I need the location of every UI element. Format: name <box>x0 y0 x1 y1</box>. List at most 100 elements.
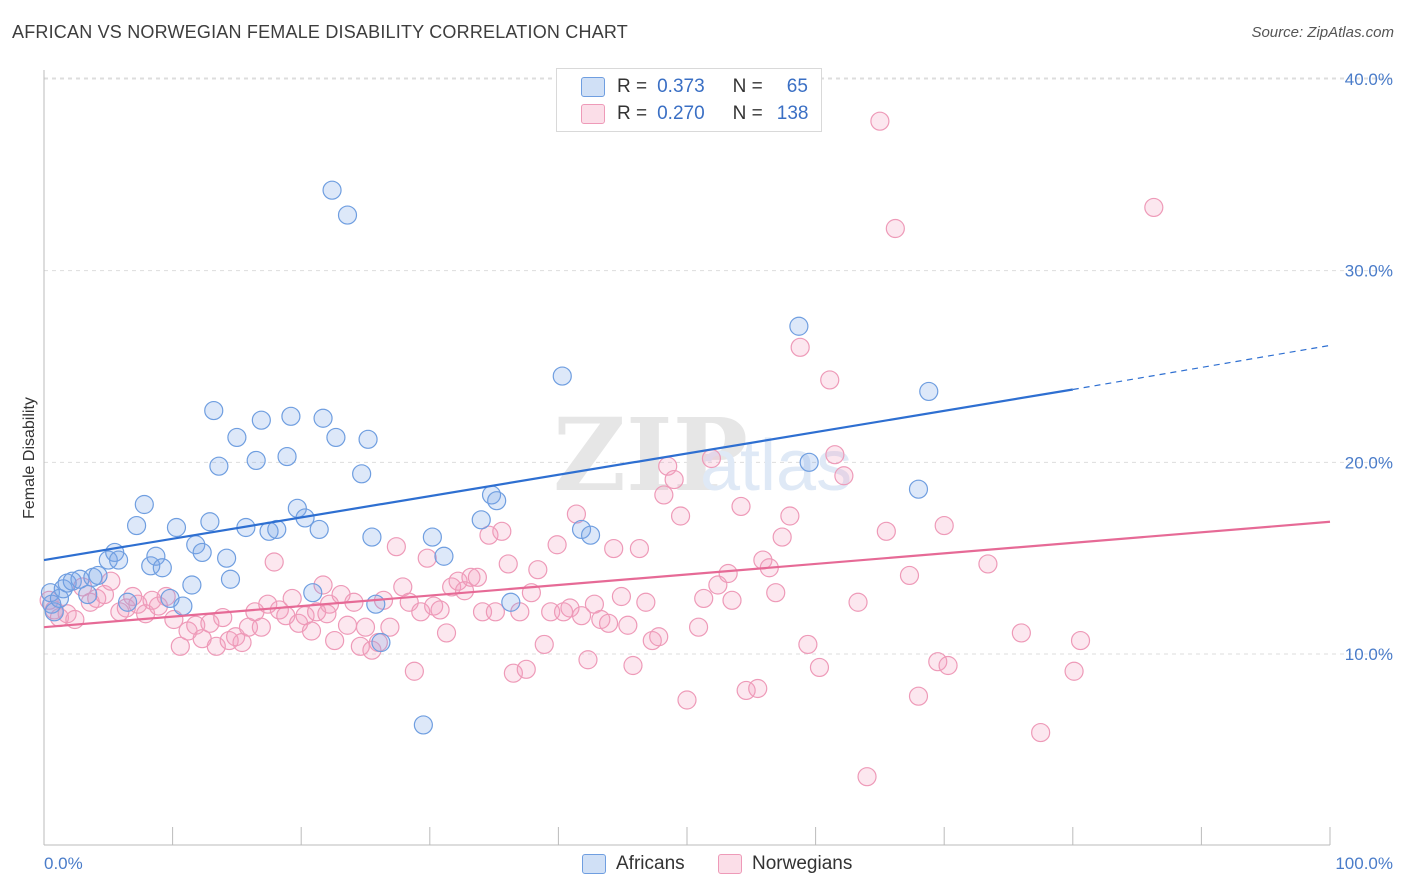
africans-point <box>789 316 809 336</box>
norwegians-point <box>534 634 554 655</box>
norwegians-point <box>772 527 792 547</box>
norwegians-point <box>1144 197 1164 218</box>
y-tick-label: 20.0% <box>1345 453 1393 472</box>
norwegians-point <box>264 552 284 572</box>
bottom-legend-norwegians: Norwegians <box>718 852 852 876</box>
norwegians-point <box>1011 623 1031 643</box>
africans-point <box>166 517 187 538</box>
africans-point <box>217 548 237 568</box>
africans-point <box>580 525 601 545</box>
africans-point <box>487 491 507 511</box>
africans-point <box>358 429 378 449</box>
africans-point <box>146 546 166 566</box>
africans-point <box>471 510 491 530</box>
africans-point <box>49 588 70 609</box>
africans-point <box>281 406 301 426</box>
africans-point <box>422 527 442 547</box>
norwegians-label: Norwegians <box>752 853 853 874</box>
norwegians-point <box>282 588 302 609</box>
africans-point <box>303 583 323 603</box>
africans-point <box>362 527 382 547</box>
africans-point <box>552 366 572 386</box>
norwegians-point <box>780 506 800 526</box>
y-tick-label: 30.0% <box>1345 262 1393 281</box>
africans-trend-line <box>43 388 1073 562</box>
norwegians-point <box>380 617 400 637</box>
norwegians-point <box>164 609 184 630</box>
stats-legend: R = 0.373 N = 65 R = 0.270 N = 138 <box>556 68 822 132</box>
norwegians-point <box>386 537 406 557</box>
norwegians-point <box>848 592 868 612</box>
norwegians-point <box>701 448 722 469</box>
africans-point <box>501 592 521 612</box>
norwegians-point <box>325 630 345 651</box>
norwegians-point <box>547 535 567 555</box>
legend-row-norwegians: R = 0.270 N = 138 <box>581 102 808 126</box>
africans-swatch <box>582 854 606 874</box>
norwegians-point <box>928 652 948 672</box>
africans-point <box>62 571 82 591</box>
africans-point <box>246 450 266 471</box>
norwegians-swatch <box>581 104 605 124</box>
norwegians-point <box>436 623 457 643</box>
norwegians-point <box>498 554 518 574</box>
norwegians-point <box>571 606 592 626</box>
norwegians-swatch <box>718 854 742 874</box>
watermark-zip: ZIP <box>553 396 748 514</box>
norwegians-point <box>885 218 905 239</box>
norwegians-point <box>649 627 669 647</box>
norwegians-point <box>313 575 333 595</box>
norwegians-point <box>560 598 580 618</box>
norwegians-point <box>148 596 169 616</box>
africans-point <box>117 592 138 612</box>
r-label: R = <box>617 76 648 97</box>
africans-point <box>220 569 241 589</box>
africans-point <box>200 512 220 532</box>
r-value: 0.270 <box>657 103 705 124</box>
africans-point <box>908 479 929 499</box>
norwegians-point <box>604 538 624 559</box>
norwegians-point <box>870 111 890 131</box>
africans-point <box>413 715 433 735</box>
bottom-legend-africans: Africans <box>582 852 685 876</box>
africans-point <box>799 452 819 472</box>
norwegians-point <box>834 466 854 486</box>
norwegians-trend-line <box>43 520 1331 629</box>
r-value: 0.373 <box>657 76 705 97</box>
norwegians-point <box>479 525 499 545</box>
africans-point <box>227 427 247 448</box>
africans-point <box>182 575 202 595</box>
africans-point <box>126 515 147 536</box>
africans-point <box>204 400 224 421</box>
africans-point <box>88 565 108 586</box>
africans-point <box>337 205 358 225</box>
norwegians-point <box>516 659 536 679</box>
africans-point <box>322 180 342 200</box>
africans-point <box>192 542 212 563</box>
norwegians-point <box>430 600 450 620</box>
africans-points <box>40 180 939 735</box>
africans-point <box>98 550 118 570</box>
norwegians-point <box>417 548 437 568</box>
norwegians-point <box>503 663 523 683</box>
norwegians-point <box>820 370 840 390</box>
africans-point <box>42 594 62 614</box>
trend-lines <box>43 344 1331 629</box>
legend-row-africans: R = 0.373 N = 65 <box>581 75 808 99</box>
norwegians-point <box>116 598 136 618</box>
norwegians-point <box>718 563 738 584</box>
norwegians-point <box>317 604 337 624</box>
norwegians-point <box>876 521 896 541</box>
norwegians-point <box>748 678 768 699</box>
norwegians-point <box>492 521 512 541</box>
norwegians-point <box>301 621 322 641</box>
africans-point <box>152 558 172 578</box>
norwegians-point <box>170 636 190 656</box>
norwegians-point <box>636 592 656 612</box>
africans-point <box>173 596 193 616</box>
norwegians-point <box>938 655 958 676</box>
norwegians-point <box>654 485 674 505</box>
n-value: 65 <box>786 76 808 97</box>
africans-point <box>371 632 391 653</box>
